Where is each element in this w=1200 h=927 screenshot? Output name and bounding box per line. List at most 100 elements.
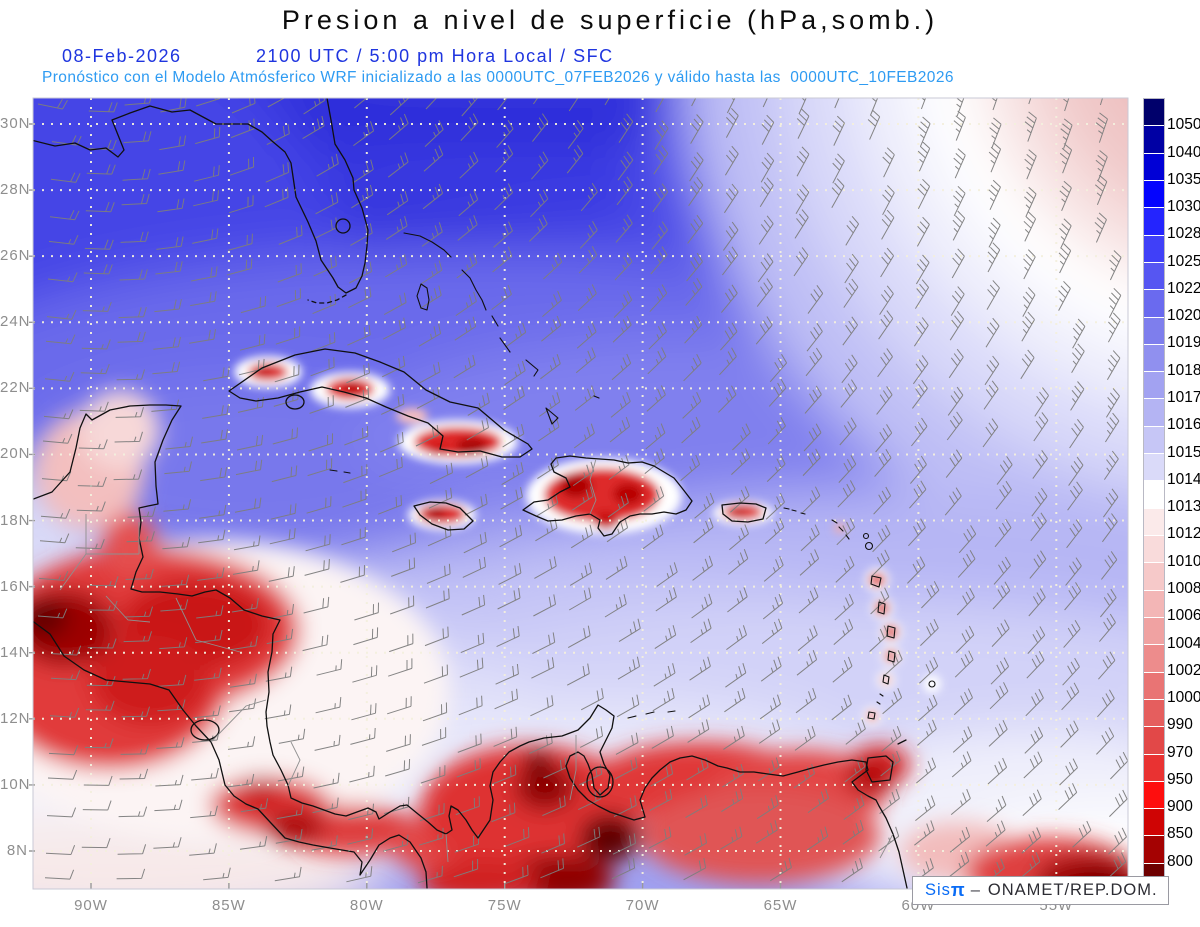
colorbar-level: 1015 bbox=[1167, 443, 1200, 461]
colorbar-level: 800 bbox=[1167, 852, 1193, 870]
lat-label: 30N bbox=[0, 115, 31, 132]
colorbar-level: 1002 bbox=[1167, 661, 1200, 679]
pi-icon: π bbox=[950, 880, 966, 900]
colorbar-level: 1050 bbox=[1167, 116, 1200, 134]
axis-ticks bbox=[29, 123, 1057, 889]
colorbar-segment bbox=[1144, 399, 1164, 427]
lat-label: 16N bbox=[0, 577, 31, 595]
forecast-init-line: Pronóstico con el Modelo Atmósferico WRF… bbox=[42, 69, 954, 86]
colorbar-segment bbox=[1144, 836, 1164, 864]
colorbar-level: 1014 bbox=[1167, 470, 1200, 488]
lat-label: 10N bbox=[0, 775, 31, 793]
colorbar-level: 850 bbox=[1167, 825, 1193, 843]
watermark-org: ONAMET/REP.DOM. bbox=[987, 881, 1158, 899]
colorbar-level: 1016 bbox=[1167, 416, 1200, 434]
colorbar-segment bbox=[1144, 481, 1164, 509]
colorbar-segment bbox=[1144, 317, 1164, 345]
valid-time: 2100 UTC / 5:00 pm Hora Local / SFC bbox=[256, 46, 614, 66]
colorbar-segment bbox=[1144, 290, 1164, 318]
wind-barbs bbox=[37, 98, 1128, 885]
colorbar-segment bbox=[1144, 208, 1164, 236]
coast-trinidad bbox=[865, 755, 894, 783]
colorbar-segment bbox=[1144, 153, 1164, 181]
colorbar-level: 1025 bbox=[1167, 252, 1200, 270]
lon-label: 70W bbox=[625, 897, 660, 914]
colorbar-level: 1006 bbox=[1167, 607, 1200, 625]
lon-label: 75W bbox=[487, 897, 522, 914]
map-frame bbox=[32, 97, 1129, 890]
colorbar-segment bbox=[1144, 727, 1164, 755]
page-title: Presion a nivel de superficie (hPa,somb.… bbox=[281, 5, 939, 35]
colorbar-level: 900 bbox=[1167, 798, 1193, 816]
lat-label: 8N bbox=[6, 841, 28, 859]
colorbar-level: 990 bbox=[1167, 716, 1193, 734]
colorbar-segment bbox=[1144, 754, 1164, 782]
colorbar-segment bbox=[1144, 508, 1164, 536]
colorbar-segment bbox=[1144, 645, 1164, 673]
coast-cuba bbox=[228, 348, 533, 458]
watermark-separator: – bbox=[970, 881, 981, 899]
colorbar-segment bbox=[1144, 536, 1164, 564]
lat-label: 26N bbox=[0, 247, 31, 265]
lon-label: 85W bbox=[211, 897, 246, 914]
florida-keys bbox=[307, 294, 347, 304]
colorbar-level: 1022 bbox=[1167, 279, 1200, 297]
coast-puerto-rico bbox=[721, 502, 767, 523]
watermark-box: Sis π – ONAMET/REP.DOM. bbox=[912, 876, 1169, 905]
colorbar-segment bbox=[1144, 426, 1164, 455]
colorbar-segment bbox=[1144, 180, 1164, 209]
lat-label: 14N bbox=[0, 643, 31, 661]
coastlines bbox=[33, 98, 936, 889]
colorbar-level: 1004 bbox=[1167, 634, 1200, 652]
colorbar-level: 1000 bbox=[1167, 689, 1200, 707]
colorbar-segment bbox=[1144, 563, 1164, 591]
lat-label: 22N bbox=[0, 379, 31, 397]
colorbar-level: 970 bbox=[1167, 743, 1193, 761]
lat-label: 20N bbox=[0, 445, 31, 463]
colorbar-segment bbox=[1144, 672, 1164, 700]
colorbar-level: 1010 bbox=[1167, 552, 1200, 570]
lon-label: 90W bbox=[74, 897, 108, 914]
isla-juventud bbox=[285, 394, 305, 410]
colorbar-level: 1013 bbox=[1167, 498, 1200, 516]
colorbar-segment bbox=[1144, 344, 1164, 373]
coast-pacific-central-america bbox=[33, 620, 428, 889]
colorbar-segment bbox=[1144, 617, 1164, 646]
coast-tobago bbox=[897, 739, 907, 745]
lat-label: 12N bbox=[0, 709, 31, 727]
colorbar-segment bbox=[1144, 372, 1164, 400]
country-borders bbox=[59, 458, 894, 863]
colorbar-level: 1035 bbox=[1167, 170, 1200, 188]
colorbar-level: 1019 bbox=[1167, 334, 1200, 352]
colorbar-segment bbox=[1144, 235, 1164, 263]
colorbar-level: 1018 bbox=[1167, 361, 1200, 379]
coast-jamaica bbox=[413, 501, 474, 531]
coast-hispaniola bbox=[522, 455, 693, 537]
colorbar-segment bbox=[1144, 126, 1164, 154]
lat-label: 28N bbox=[0, 181, 31, 199]
coast-yucatan-central-america-caribbean bbox=[33, 404, 908, 889]
lon-label: 65W bbox=[763, 897, 798, 914]
colorbar-level: 950 bbox=[1167, 770, 1193, 788]
colorbar-level: 1040 bbox=[1167, 143, 1200, 161]
watermark-brand: Sis bbox=[925, 881, 951, 899]
colorbar-level: 1030 bbox=[1167, 198, 1200, 216]
colorbar-segment bbox=[1144, 781, 1164, 810]
pressure-colorbar bbox=[1143, 98, 1165, 891]
lake-maracaibo bbox=[586, 766, 614, 798]
lake-okeechobee bbox=[335, 218, 351, 234]
wind-barb-field bbox=[37, 98, 1128, 885]
lesser-antilles-islands bbox=[329, 469, 936, 720]
colorbar-segment bbox=[1144, 809, 1164, 837]
lat-label: 18N bbox=[0, 511, 31, 529]
colorbar-segment bbox=[1144, 590, 1164, 618]
colorbar-segment bbox=[1144, 699, 1164, 728]
colorbar-level: 1008 bbox=[1167, 579, 1200, 597]
colorbar-segment bbox=[1144, 99, 1164, 127]
coast-bahamas bbox=[403, 232, 600, 425]
colorbar-level: 1017 bbox=[1167, 389, 1200, 407]
lake-nicaragua bbox=[190, 719, 220, 741]
